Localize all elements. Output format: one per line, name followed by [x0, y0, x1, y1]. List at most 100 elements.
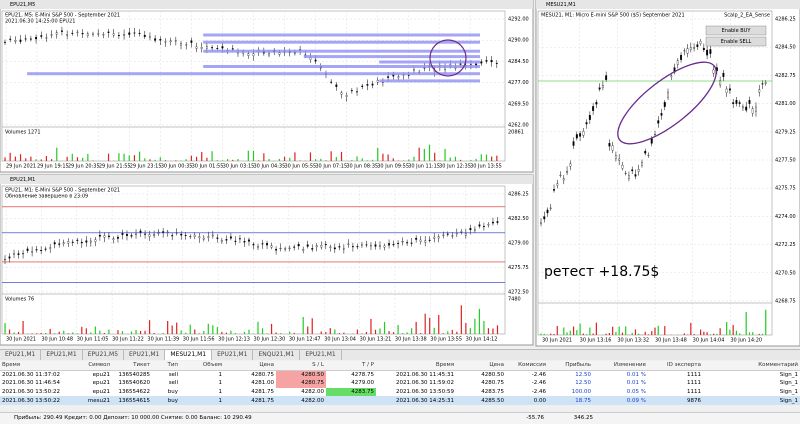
time-label: 30 Jun 12:47: [289, 337, 321, 343]
candle: [755, 107, 757, 112]
chart-tab[interactable]: ENQU21,M1: [253, 350, 300, 360]
volume-bar: [262, 328, 263, 334]
candle: [586, 122, 588, 124]
candle: [49, 248, 51, 249]
volume-bar: [81, 327, 82, 334]
chart-tab[interactable]: EPU21,M1: [41, 350, 82, 360]
volume-bar: [13, 333, 14, 334]
cell: sell: [152, 379, 180, 388]
cell: 4282.00: [276, 396, 326, 405]
column-header: Символ: [80, 361, 112, 370]
cell: Sign_1: [703, 396, 800, 405]
candle: [384, 246, 386, 247]
price-label: 4282.75: [775, 73, 796, 79]
volume-bar: [481, 154, 482, 161]
candle: [46, 38, 48, 39]
chart-tab[interactable]: EPU21,M5: [83, 350, 124, 360]
candle: [262, 244, 264, 245]
candle: [710, 49, 712, 53]
candle: [134, 33, 136, 34]
volume-bar: [217, 160, 218, 161]
chart-tab[interactable]: EPU21,M1: [0, 350, 41, 360]
candle: [203, 238, 205, 239]
volume-bar: [606, 334, 607, 335]
volume-bar: [185, 333, 186, 334]
volume-bar: [284, 157, 285, 161]
candle: [592, 106, 594, 110]
volume-bar: [211, 151, 212, 161]
volume-bar: [155, 160, 156, 161]
cell: 4280.50: [276, 370, 326, 379]
candle: [271, 246, 273, 247]
volume-bar: [163, 333, 164, 334]
candle: [144, 35, 146, 37]
volume-bar: [703, 332, 704, 335]
candle: [153, 234, 155, 235]
candle: [413, 70, 415, 71]
volume-bar: [413, 157, 414, 161]
volume-bar: [190, 325, 191, 334]
volume-bar: [129, 155, 130, 161]
candle: [661, 113, 663, 115]
volume-bar: [366, 332, 367, 334]
candle: [320, 245, 322, 247]
volume-bar: [334, 329, 335, 334]
volume-bar: [710, 334, 711, 335]
volume-bar: [759, 334, 760, 335]
volume-bar: [226, 333, 227, 334]
candle: [103, 34, 105, 35]
volume-bar: [139, 152, 140, 161]
volume-bar: [321, 331, 322, 334]
button-label[interactable]: Enable BUY: [722, 28, 752, 34]
volume-bar: [460, 160, 461, 161]
volume-bar: [367, 160, 368, 161]
button-label[interactable]: Enable SELL: [721, 39, 752, 45]
column-header: Комментарий: [703, 361, 800, 370]
chart-tab[interactable]: EPU21,M1: [300, 350, 341, 360]
candle: [553, 189, 555, 190]
chart-tab[interactable]: EPU21,M1: [212, 350, 253, 360]
time-label: 30 Jun 13:55: [430, 337, 462, 343]
cell: 2021.06.30 13:50:22: [0, 396, 80, 405]
volume-bar: [438, 315, 439, 334]
candle: [752, 109, 754, 114]
candle: [9, 257, 11, 258]
candle: [217, 238, 219, 239]
volume-bar: [67, 157, 68, 161]
volume-bar: [77, 333, 78, 334]
volume-bar: [749, 332, 750, 335]
column-header: Изменение: [593, 361, 648, 370]
candle: [36, 249, 38, 250]
candle: [253, 244, 255, 245]
volume-bar: [739, 333, 740, 335]
column-header: T / P: [326, 361, 376, 370]
chart-tab[interactable]: EPU21,M1: [124, 350, 165, 360]
cell: buy: [152, 396, 180, 405]
volume-bar: [90, 332, 91, 334]
time-label: 30 Jun 11:15: [408, 164, 440, 170]
candle: [293, 247, 295, 248]
chart-tab[interactable]: MESU21,M1: [165, 350, 212, 360]
chart-sub: 2021.06.30 14:25:00 EPU21: [5, 19, 75, 25]
volume-bar: [54, 333, 55, 334]
candle: [406, 242, 408, 243]
candle: [765, 82, 767, 83]
cell: -2.46: [506, 379, 548, 388]
candle: [641, 162, 643, 165]
price-label: 4284.50: [508, 59, 529, 65]
time-label: 29 Jun 2021: [6, 164, 36, 170]
volume-bar: [566, 332, 567, 335]
volume-bar: [87, 154, 88, 161]
candle: [762, 84, 764, 85]
volume-bar: [388, 154, 389, 161]
candle: [357, 246, 359, 247]
candle: [393, 244, 395, 245]
candle: [135, 234, 137, 235]
volume-bar: [356, 156, 357, 161]
candle: [18, 254, 20, 255]
